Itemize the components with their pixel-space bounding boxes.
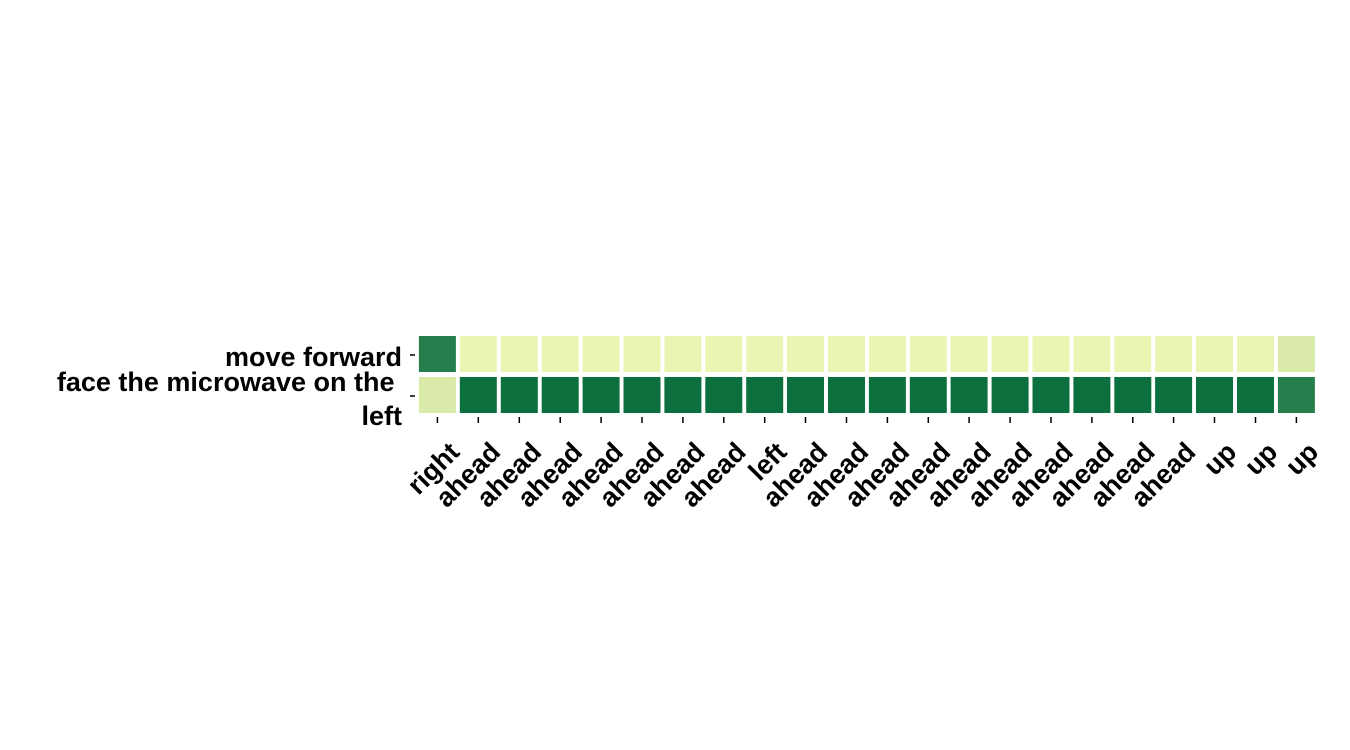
heatmap-cell-r0-c10 <box>828 336 865 372</box>
heatmap-cell-r1-c20 <box>1237 377 1274 413</box>
heatmap-cell-r1-c0 <box>418 377 456 413</box>
heatmap-cell-r1-c4 <box>582 377 620 413</box>
heatmap-cell-r0-c11 <box>868 336 906 372</box>
heatmap-cell-r1-c6 <box>664 377 702 413</box>
heatmap-cell-r0-c8 <box>746 336 784 372</box>
heatmap-cell-r0-c18 <box>1155 336 1193 372</box>
row-ticks <box>410 354 415 397</box>
row-label-face-microwave-line-2: left <box>362 401 403 431</box>
heatmap-cell-r1-c10 <box>828 377 865 413</box>
column-ticks <box>436 417 1298 423</box>
heatmap-cell-r1-c3 <box>541 377 579 413</box>
heatmap-cell-r0-c0 <box>418 336 456 372</box>
row-labels: move forward face the microwave on the l… <box>57 342 402 431</box>
heatmap-cell-r1-c13 <box>950 377 988 413</box>
heatmap-cell-r1-c14 <box>991 377 1029 413</box>
heatmap-cell-r1-c15 <box>1032 377 1070 413</box>
heatmap-cells <box>418 336 1315 413</box>
column-label-20: up <box>1239 437 1284 482</box>
heatmap-cell-r1-c16 <box>1073 377 1111 413</box>
heatmap-cell-r0-c21 <box>1277 336 1315 372</box>
heatmap-cell-r0-c13 <box>950 336 988 372</box>
column-labels: rightaheadaheadaheadaheadaheadaheadahead… <box>402 437 1325 513</box>
heatmap-cell-r0-c20 <box>1237 336 1274 372</box>
heatmap-cell-r1-c18 <box>1155 377 1193 413</box>
heatmap-cell-r1-c17 <box>1114 377 1152 413</box>
heatmap-cell-r0-c4 <box>582 336 620 372</box>
heatmap-cell-r0-c6 <box>664 336 702 372</box>
heatmap-cell-r0-c12 <box>909 336 947 372</box>
heatmap-cell-r0-c1 <box>459 336 497 372</box>
heatmap-cell-r1-c21 <box>1277 377 1315 413</box>
heatmap-cell-r0-c9 <box>787 336 824 372</box>
heatmap-cell-r1-c9 <box>787 377 824 413</box>
heatmap-cell-r1-c1 <box>459 377 497 413</box>
heatmap-cell-r0-c2 <box>500 336 538 372</box>
heatmap-cell-r0-c14 <box>991 336 1029 372</box>
column-label-21: up <box>1280 437 1325 482</box>
heatmap-cell-r1-c12 <box>909 377 947 413</box>
heatmap-cell-r1-c8 <box>746 377 784 413</box>
heatmap-cell-r1-c2 <box>500 377 538 413</box>
heatmap-cell-r0-c7 <box>705 336 743 372</box>
heatmap-cell-r1-c7 <box>705 377 743 413</box>
row-label-face-microwave: face the microwave on the left <box>57 367 402 431</box>
heatmap-cell-r1-c19 <box>1196 377 1233 413</box>
heatmap-cell-r0-c17 <box>1114 336 1152 372</box>
heatmap-cell-r0-c5 <box>623 336 661 372</box>
row-label-move-forward: move forward <box>225 342 402 372</box>
row-label-face-microwave-line-1: face the microwave on the <box>57 367 395 397</box>
heatmap-cell-r0-c15 <box>1032 336 1070 372</box>
heatmap-cell-r0-c16 <box>1073 336 1111 372</box>
heatmap-cell-r1-c11 <box>868 377 906 413</box>
heatmap-cell-r1-c5 <box>623 377 661 413</box>
heatmap-cell-r0-c19 <box>1196 336 1233 372</box>
heatmap-cell-r0-c3 <box>541 336 579 372</box>
column-label-19: up <box>1198 437 1243 482</box>
